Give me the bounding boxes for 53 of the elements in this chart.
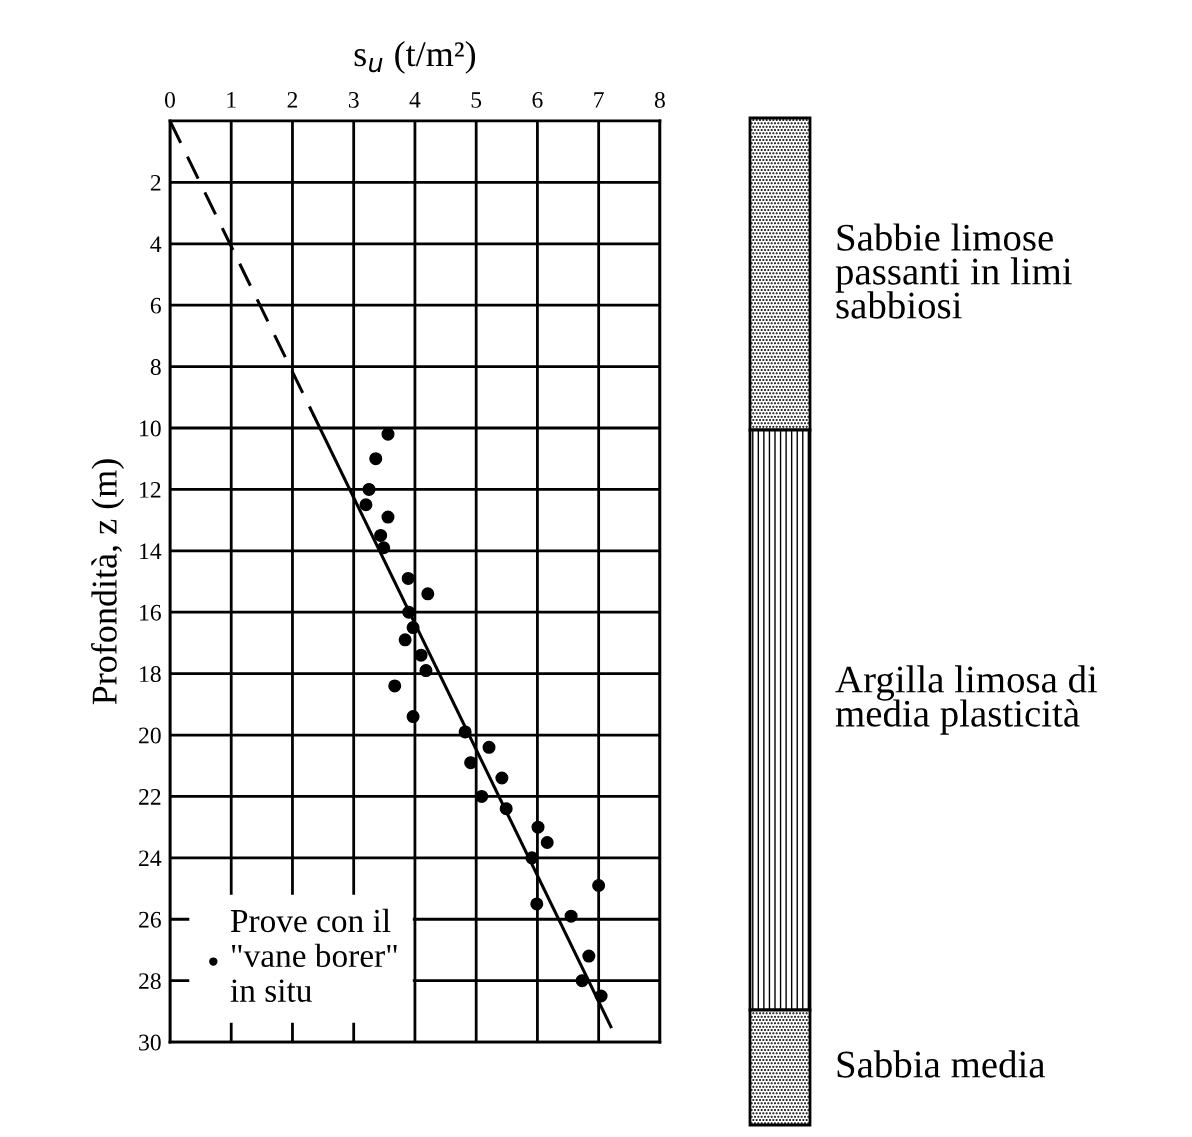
point [401, 571, 415, 585]
point [482, 740, 496, 754]
point [381, 510, 395, 524]
x-axis-title: s$_{u}$ (t/m²) [354, 40, 476, 74]
y-tick-label: 14 [140, 543, 162, 560]
point [362, 482, 376, 496]
y-tick-label: 26 [139, 911, 161, 928]
point [381, 427, 395, 441]
y-tick-label: 8 [150, 359, 161, 376]
point [495, 771, 509, 785]
y-tick-label: 28 [139, 973, 161, 990]
y-tick-label: 16 [140, 604, 161, 621]
point [475, 789, 489, 803]
point [531, 820, 545, 834]
x-tick-label: 2 [287, 91, 298, 108]
point [359, 498, 373, 512]
x-tick-label: 0 [164, 91, 175, 108]
x-tick-label: 6 [532, 91, 543, 108]
point [398, 633, 412, 647]
x-tick-label: 4 [409, 92, 421, 108]
x-tick-label: 7 [594, 92, 604, 108]
point [582, 949, 596, 963]
point [414, 648, 428, 662]
x-tick-label: 8 [654, 91, 665, 108]
y-tick-label: 20 [139, 727, 161, 744]
point [592, 878, 606, 892]
x-tick-label: 5 [471, 92, 482, 108]
x-tick-label: 1 [227, 92, 236, 108]
y-tick-label: 24 [139, 850, 162, 867]
y-axis-title: Profondità, z (m) [91, 459, 125, 705]
text: Sabbie limose passanti in limi sabbiosi [835, 223, 1072, 319]
y-tick-label: 2 [150, 174, 161, 191]
point [419, 664, 433, 678]
point [540, 835, 554, 849]
x-tick-label: 3 [348, 91, 359, 108]
y-tick-label: 22 [139, 789, 161, 805]
y-tick-label: 30 [139, 1034, 161, 1051]
point [564, 909, 578, 923]
y-tick-label: 4 [150, 236, 162, 252]
y-tick-label: 18 [140, 666, 161, 683]
point [464, 756, 478, 770]
point [530, 897, 544, 911]
legend-label: Prove con il "vane borer" in situ [230, 908, 397, 1002]
point [369, 452, 383, 466]
point [406, 710, 420, 724]
point [388, 679, 402, 693]
y-tick-label: 10 [140, 420, 161, 437]
point [421, 587, 435, 601]
text: Argilla limosa di media plasticità [835, 665, 1098, 735]
y-tick-label: 6 [150, 297, 161, 314]
point [374, 528, 388, 542]
text: Sabbia media [837, 1050, 1046, 1078]
y-tick-label: 12 [140, 481, 161, 498]
